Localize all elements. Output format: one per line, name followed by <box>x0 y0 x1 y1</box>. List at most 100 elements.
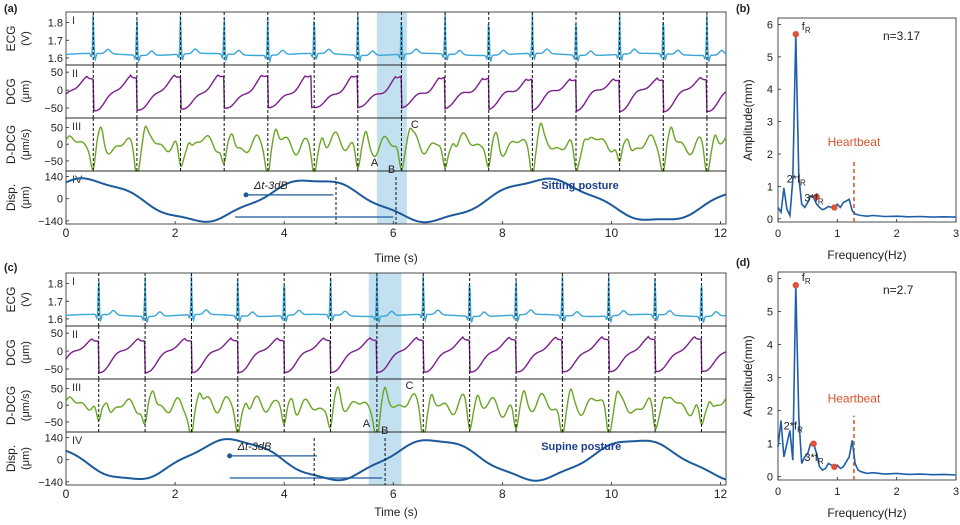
y-tick-label: 6 <box>767 19 773 31</box>
x-axis-label: Time (s) <box>374 505 418 519</box>
marker-label-A: A <box>363 418 371 430</box>
y-axis-label: DCG <box>4 339 18 366</box>
x-tick-label: 10 <box>605 226 619 240</box>
x-tick-label: 3 <box>953 228 959 240</box>
panel-label: (d) <box>736 257 750 269</box>
y-tick-label: 0 <box>57 85 63 97</box>
y-tick-label: 0 <box>57 455 63 467</box>
subplot-roman-label: III <box>72 382 81 394</box>
harmonic-label-base: f <box>802 272 806 284</box>
harmonic-label-subscript: R <box>797 426 803 435</box>
harmonic-peak-label: fR <box>802 272 811 286</box>
y-axis-label: ECG <box>4 286 18 312</box>
harmonic-peak-label: 3*fR <box>804 452 823 466</box>
y-tick-label: 4 <box>767 84 773 96</box>
y-tick-label: −140 <box>38 216 63 228</box>
harmonic-label-subscript: R <box>805 277 811 286</box>
x-tick-label: 0 <box>775 486 781 498</box>
plot-frame <box>777 17 957 223</box>
y-tick-label: 0 <box>767 214 773 226</box>
panel-label: (b) <box>736 3 750 15</box>
harmonic-label-base: 3*f <box>804 452 818 464</box>
x-tick-label: 1 <box>834 486 840 498</box>
y-axis-label: D-DCG <box>4 125 18 164</box>
y-axis-unit: (μm) <box>20 341 32 364</box>
y-axis-label: Disp. <box>4 445 18 472</box>
y-tick-label: 1.7 <box>48 35 63 47</box>
y-tick-label: −50 <box>44 364 63 376</box>
x-tick-label: 2 <box>894 228 900 240</box>
marker-label-A: A <box>371 157 379 169</box>
harmonic-label-subscript: R <box>800 179 806 188</box>
subplot-roman-label: I <box>72 15 75 27</box>
x-tick-label: 2 <box>894 486 900 498</box>
y-tick-label: −50 <box>44 417 63 429</box>
harmonic-label-base: f <box>802 21 806 33</box>
harmonic-peak-label: 2*fR <box>784 421 803 435</box>
x-tick-label: 10 <box>605 487 619 501</box>
delta-t-annotation: Δt-3dB <box>237 441 272 453</box>
series-line-2 <box>65 73 727 113</box>
y-tick-label: 2 <box>767 149 773 161</box>
subplot-1: I 1.6 1.7 1.8 ECG (V) <box>4 272 727 327</box>
posture-label: Sitting posture <box>541 180 619 192</box>
subplot-3: III −50 0 50 D-DCG (μm/s) AB C <box>4 117 727 176</box>
y-tick-label: 140 <box>45 433 63 445</box>
y-tick-label: 1.8 <box>48 18 63 30</box>
subplot-roman-label: I <box>72 276 75 288</box>
y-tick-label: 1 <box>767 181 773 193</box>
x-tick-label: 4 <box>281 487 288 501</box>
marker-label-B: B <box>381 425 388 437</box>
harmonic-peak-label: 3*fR <box>804 192 823 206</box>
subplot-4: IV −140 0 140 Disp. (μm) Δt-3dB Supine posture <box>4 431 727 489</box>
y-axis-unit: (μm) <box>20 186 32 209</box>
y-axis-label: D-DCG <box>4 386 18 425</box>
y-tick-label: 1.6 <box>48 314 63 326</box>
y-tick-label: 1.7 <box>48 296 63 308</box>
series-line-3 <box>65 386 727 433</box>
harmonic-peak-label: fR <box>802 21 811 35</box>
x-tick-label: 2 <box>172 487 179 501</box>
heartbeat-label: Heartbeat <box>828 135 881 149</box>
harmonic-label-base: 2*f <box>787 174 801 186</box>
y-tick-label: 50 <box>51 383 63 395</box>
series-line-1 <box>66 274 726 324</box>
harmonic-peak-marker <box>792 282 799 289</box>
x-tick-label: 6 <box>390 487 397 501</box>
y-tick-label: −140 <box>38 477 63 489</box>
subplot-2: II −50 0 50 DCG (μm) <box>4 325 727 380</box>
x-axis-label: Frequency(Hz) <box>827 248 906 262</box>
y-tick-label: 0 <box>57 346 63 358</box>
y-axis-unit: (V) <box>20 31 32 46</box>
harmonic-label-base: 2*f <box>784 421 798 433</box>
x-tick-label: 0 <box>63 226 70 240</box>
subplot-frame <box>65 431 727 486</box>
x-tick-label: 3 <box>953 486 959 498</box>
y-axis-unit: (μm) <box>20 447 32 470</box>
x-tick-label: 8 <box>499 487 506 501</box>
harmonic-peak-marker <box>810 440 817 447</box>
subplot-roman-label: IV <box>72 174 83 186</box>
x-axis-label: Frequency(Hz) <box>827 506 906 520</box>
y-tick-label: 1.8 <box>48 279 63 291</box>
x-tick-label: 4 <box>281 226 288 240</box>
marker-label-C: C <box>405 380 413 392</box>
subplot-roman-label: III <box>72 121 81 133</box>
y-tick-label: 4 <box>767 340 773 352</box>
x-tick-label: 1 <box>834 228 840 240</box>
n-ratio-label: n=3.17 <box>883 29 920 43</box>
heartbeat-label: Heartbeat <box>828 391 881 405</box>
harmonic-peak-marker <box>792 30 799 38</box>
x-tick-label: 12 <box>714 487 728 501</box>
x-tick-label: 0 <box>775 228 781 240</box>
subplot-3: III −50 0 50 D-DCG (μm/s) AB C <box>4 378 727 437</box>
y-axis-unit: (μm/s) <box>20 129 32 160</box>
freq-panel-0: (b) 0 1 2 3 4 5 6 0 1 2 3 Amplitude(mm) Frequency(Hz)… <box>736 3 959 262</box>
harmonic-label-base: 3*f <box>804 192 818 204</box>
y-axis-label: DCG <box>4 78 18 105</box>
y-tick-label: 5 <box>767 307 773 319</box>
y-axis-label: ECG <box>4 25 18 51</box>
y-tick-label: 1.6 <box>48 53 63 65</box>
